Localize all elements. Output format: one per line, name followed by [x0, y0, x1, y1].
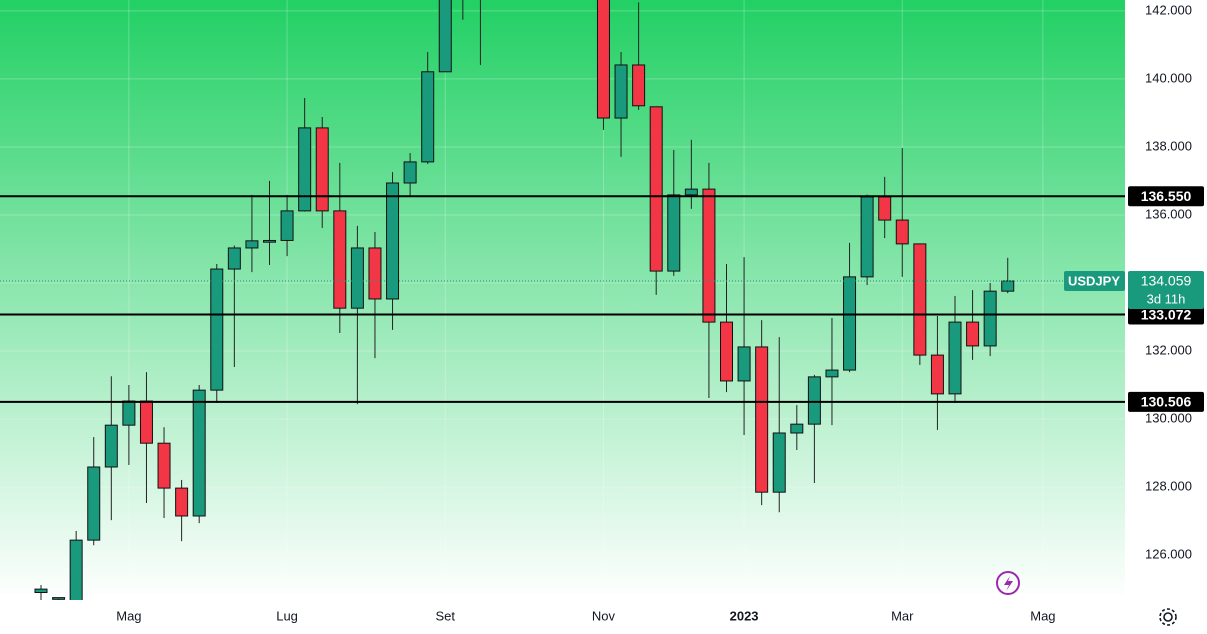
- candle-body: [280, 210, 294, 241]
- y-tick-label: 126.000: [1145, 547, 1192, 562]
- y-tick-label: 138.000: [1145, 138, 1192, 153]
- level-label-box: [1128, 304, 1204, 325]
- candle-body: [263, 239, 277, 243]
- candle-body: [386, 182, 400, 300]
- level-label: 133.072: [1141, 306, 1192, 322]
- y-tick-label: 136.000: [1145, 206, 1192, 221]
- candle-body: [596, 0, 610, 119]
- candle-body: [807, 376, 821, 425]
- candle-body: [52, 597, 66, 600]
- y-tick-label: 130.000: [1145, 410, 1192, 425]
- candle-body: [175, 487, 189, 517]
- y-tick-label: 132.000: [1145, 342, 1192, 357]
- x-tick-label: Nov: [592, 608, 616, 623]
- x-tick-label: Mag: [116, 608, 141, 623]
- candle-body: [368, 247, 382, 300]
- x-tick-label: Lug: [276, 608, 298, 623]
- alert-icon-bolt: [1004, 576, 1013, 591]
- candle-body: [649, 106, 663, 272]
- level-label-box: [1128, 186, 1204, 207]
- y-tick-label: 142.000: [1145, 2, 1192, 17]
- level-label: 136.550: [1141, 188, 1192, 204]
- candle-body: [157, 442, 171, 489]
- candle-body: [210, 268, 224, 391]
- candle-body: [298, 127, 312, 212]
- last-price-label: 134.059: [1141, 273, 1192, 289]
- candle-body: [315, 127, 329, 212]
- candle-body: [825, 369, 839, 378]
- candle-body: [614, 64, 628, 119]
- candle-body: [1001, 280, 1015, 292]
- candle-body: [192, 389, 206, 517]
- level-label-box: [1128, 391, 1204, 412]
- x-tick-label: Mar: [891, 608, 914, 623]
- candle-body: [895, 219, 909, 245]
- candle-body: [878, 196, 892, 221]
- candle-body: [684, 188, 698, 196]
- candle-body: [772, 432, 786, 493]
- time-axis: [0, 600, 1125, 634]
- candle-body: [790, 423, 804, 434]
- symbol-label: USDJPY: [1068, 273, 1120, 288]
- level-label: 130.506: [1141, 394, 1192, 410]
- x-tick-label: 2023: [730, 608, 759, 623]
- candle-body: [930, 354, 944, 395]
- candle-body: [333, 210, 347, 309]
- last-price-box: [1128, 270, 1204, 309]
- candle-body: [122, 400, 136, 426]
- candle-body: [720, 321, 734, 382]
- candle-body: [948, 321, 962, 395]
- candle-body: [245, 240, 259, 249]
- candle-body: [737, 346, 751, 382]
- y-tick-label: 128.000: [1145, 479, 1192, 494]
- symbol-box: [1064, 270, 1125, 291]
- candle-body: [983, 290, 997, 347]
- candle-body: [227, 247, 241, 270]
- settings-icon[interactable]: [1159, 608, 1177, 626]
- candle-body: [104, 424, 118, 468]
- candle-body: [69, 539, 83, 600]
- candle-body: [860, 196, 874, 278]
- x-tick-label: Set: [436, 608, 456, 623]
- countdown-label: 3d 11h: [1147, 291, 1186, 306]
- candle-body: [913, 243, 927, 356]
- candle-body: [702, 188, 716, 323]
- candle-body: [438, 0, 452, 73]
- x-tick-label: Mag: [1030, 608, 1055, 623]
- candle-body: [403, 161, 417, 184]
- candle-body: [755, 346, 769, 493]
- candle-body: [350, 247, 364, 309]
- alert-icon[interactable]: [996, 571, 1020, 595]
- candle-body: [843, 276, 857, 371]
- candle-body: [966, 321, 980, 347]
- candle-body: [632, 64, 646, 107]
- y-tick-label: 140.000: [1145, 70, 1192, 85]
- candle-body: [87, 466, 101, 541]
- candle-body: [667, 194, 681, 272]
- candle-body: [421, 71, 435, 163]
- plot-background: [0, 0, 1125, 600]
- candle-body: [34, 588, 48, 594]
- candle-body: [139, 400, 153, 444]
